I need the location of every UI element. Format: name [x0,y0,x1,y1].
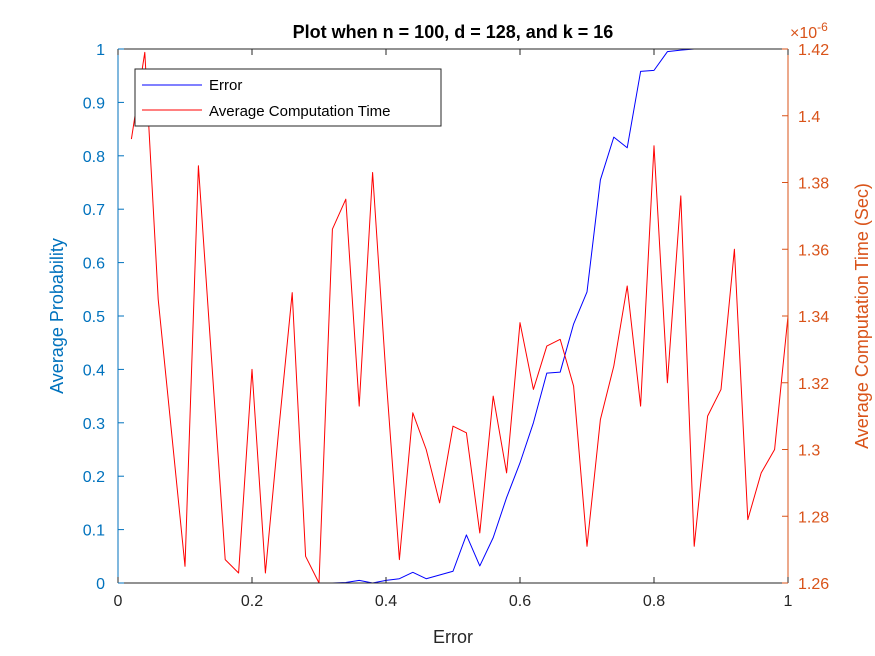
y-left-tick-label: 0.4 [83,362,105,379]
y-left-tick-label: 0.3 [83,416,105,433]
legend-label-error: Error [209,77,242,94]
y-left-tick-label: 0.2 [83,469,105,486]
y-right-tick-label: 1.32 [798,376,829,393]
y-left-tick-label: 0.6 [83,256,105,273]
y-right-tick-label: 1.26 [798,576,829,593]
y-right-tick-label: 1.28 [798,509,829,526]
y-right-tick-label: 1.36 [798,242,829,259]
y-left-tick-label: 0.5 [83,309,105,326]
right-axis-exponent: ×10-6 [790,20,828,42]
y-right-tick-label: 1.4 [798,109,820,126]
y-axis-label-left: Average Probability [47,238,67,394]
y-right-tick-label: 1.38 [798,176,829,193]
x-tick-label: 0.6 [509,593,531,610]
x-axis-label: Error [433,627,473,647]
x-tick-label: 0.4 [375,593,397,610]
legend-box [134,68,442,127]
x-tick-label: 1 [784,593,793,610]
legend-label-time: Average Computation Time [209,103,391,120]
right-axis-exponent-base: ×10 [790,25,817,42]
y-left-tick-label: 0.8 [83,149,105,166]
y-right-tick-label: 1.34 [798,309,829,326]
ticks-layer: 0 0.2 0.4 0.6 0.8 1 0 0.1 0.2 0.3 0.4 0.5 0.6 0.7 0.8 0… [83,42,829,610]
y-left-tick-label: 0 [96,576,105,593]
series-line-computation-time [130,51,789,584]
plot-area [118,49,788,583]
x-tick-label: 0.2 [241,593,263,610]
y-left-tick-label: 0.9 [83,95,105,112]
x-tick-label: 0 [114,593,123,610]
x-tick-label: 0.8 [643,593,665,610]
right-axis-exponent-power: -6 [817,20,828,34]
y-right-tick-label: 1.3 [798,443,820,460]
y-right-tick-label: 1.42 [798,42,829,59]
y-axis-label-right: Average Computation Time (Sec) [852,183,872,449]
y-left-tick-label: 1 [96,42,105,59]
y-left-tick-label: 0.7 [83,202,105,219]
chart-title: Plot when n = 100, d = 128, and k = 16 [293,22,614,42]
y-left-tick-label: 0.1 [83,523,105,540]
legend: Error Average Computation Time [134,68,442,127]
